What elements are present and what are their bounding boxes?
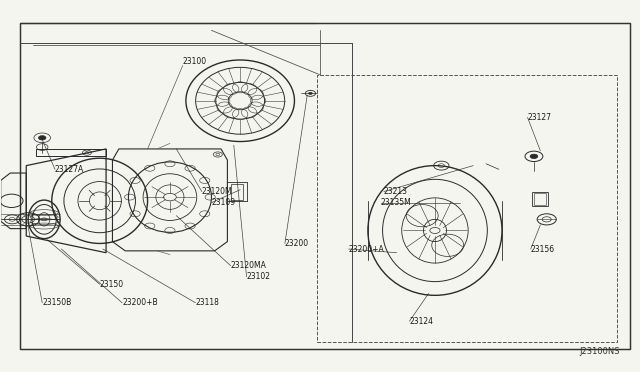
Circle shape <box>308 92 312 94</box>
Text: 23200: 23200 <box>285 239 309 248</box>
Text: 23120M: 23120M <box>202 187 232 196</box>
Bar <box>534 193 546 205</box>
Text: 23200+B: 23200+B <box>122 298 157 307</box>
Bar <box>20 23 630 349</box>
Text: 23135M: 23135M <box>381 198 412 207</box>
Text: 23120MA: 23120MA <box>230 261 266 270</box>
Text: 23156: 23156 <box>531 244 555 253</box>
Text: 23109: 23109 <box>211 198 236 207</box>
Text: 23102: 23102 <box>246 272 271 281</box>
Text: 23127A: 23127A <box>55 165 84 174</box>
Text: 23200+A: 23200+A <box>349 244 385 253</box>
Text: 23118: 23118 <box>195 298 220 307</box>
Bar <box>532 192 548 206</box>
Text: 23124: 23124 <box>410 317 433 326</box>
Text: 23150B: 23150B <box>42 298 72 307</box>
Circle shape <box>530 154 538 158</box>
Text: 23127: 23127 <box>527 113 552 122</box>
Circle shape <box>38 136 46 140</box>
Text: 23100: 23100 <box>182 57 207 66</box>
Text: 23213: 23213 <box>384 187 408 196</box>
Bar <box>230 184 243 200</box>
Text: 23150: 23150 <box>100 280 124 289</box>
Text: J23100NS: J23100NS <box>580 347 620 356</box>
